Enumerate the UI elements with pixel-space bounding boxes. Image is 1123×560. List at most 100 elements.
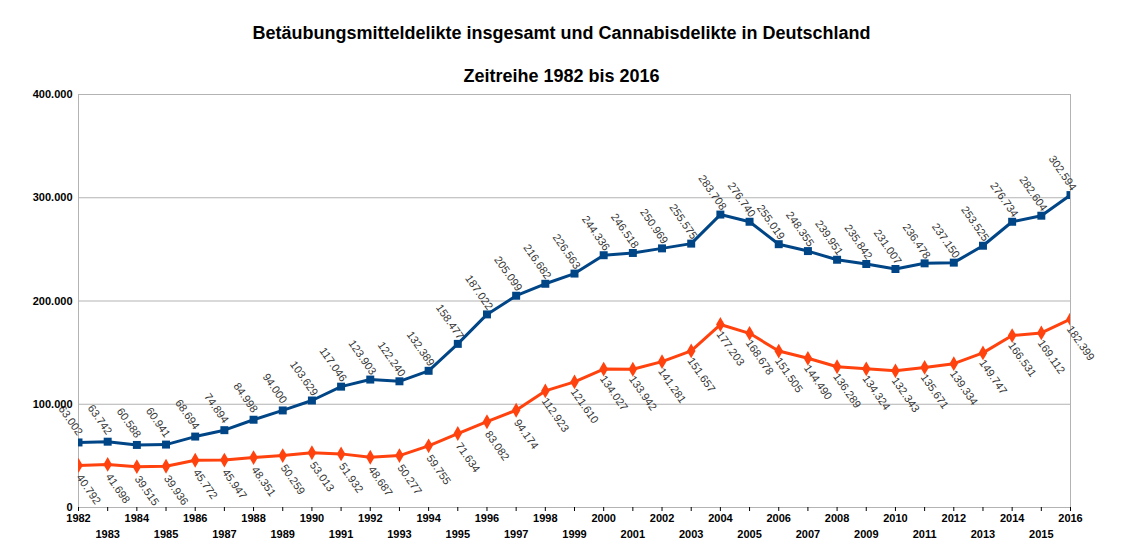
svg-text:121.610: 121.610 xyxy=(569,386,602,425)
svg-text:135.671: 135.671 xyxy=(919,371,952,410)
svg-text:39.936: 39.936 xyxy=(162,473,191,507)
svg-text:1984: 1984 xyxy=(125,512,150,524)
svg-text:63.742: 63.742 xyxy=(86,402,115,436)
svg-text:112.923: 112.923 xyxy=(540,395,572,434)
svg-text:149.747: 149.747 xyxy=(977,357,1010,396)
svg-text:2004: 2004 xyxy=(708,512,733,524)
svg-text:302.594: 302.594 xyxy=(1047,153,1080,192)
svg-text:41.698: 41.698 xyxy=(104,471,133,505)
svg-text:60.941: 60.941 xyxy=(144,405,173,439)
svg-text:1993: 1993 xyxy=(387,528,411,540)
svg-text:1990: 1990 xyxy=(300,512,324,524)
svg-text:68.694: 68.694 xyxy=(173,397,202,431)
svg-text:40.792: 40.792 xyxy=(74,472,103,506)
svg-text:276.734: 276.734 xyxy=(988,180,1021,219)
svg-text:182.399: 182.399 xyxy=(1065,323,1098,362)
svg-text:200.000: 200.000 xyxy=(33,295,73,307)
svg-text:2009: 2009 xyxy=(854,528,878,540)
svg-text:50.259: 50.259 xyxy=(279,462,308,496)
svg-text:48.687: 48.687 xyxy=(366,464,395,498)
svg-text:255.019: 255.019 xyxy=(755,202,788,241)
svg-text:151.657: 151.657 xyxy=(685,355,718,394)
svg-text:246.518: 246.518 xyxy=(609,211,642,250)
svg-text:1987: 1987 xyxy=(212,528,236,540)
svg-text:168.678: 168.678 xyxy=(744,337,777,376)
svg-text:94.174: 94.174 xyxy=(512,417,541,451)
svg-text:236.478: 236.478 xyxy=(901,221,934,260)
svg-text:132.389: 132.389 xyxy=(405,329,438,368)
svg-text:45.772: 45.772 xyxy=(191,467,220,501)
svg-text:1995: 1995 xyxy=(446,528,470,540)
svg-text:216.682: 216.682 xyxy=(521,242,554,281)
svg-text:1982: 1982 xyxy=(66,512,90,524)
svg-text:71.634: 71.634 xyxy=(454,440,483,474)
svg-text:2013: 2013 xyxy=(971,528,995,540)
svg-text:2001: 2001 xyxy=(621,528,645,540)
svg-text:2000: 2000 xyxy=(591,512,615,524)
svg-text:1985: 1985 xyxy=(154,528,178,540)
svg-text:2012: 2012 xyxy=(942,512,966,524)
svg-text:0: 0 xyxy=(66,501,72,513)
svg-text:134.324: 134.324 xyxy=(860,373,893,412)
svg-text:59.755: 59.755 xyxy=(424,452,453,486)
svg-text:2010: 2010 xyxy=(883,512,907,524)
svg-text:50.277: 50.277 xyxy=(395,462,424,496)
svg-text:1986: 1986 xyxy=(183,512,207,524)
svg-text:83.082: 83.082 xyxy=(483,428,512,462)
svg-text:300.000: 300.000 xyxy=(33,191,73,203)
svg-text:244.336: 244.336 xyxy=(580,213,613,252)
svg-text:74.894: 74.894 xyxy=(202,391,231,425)
svg-text:250.969: 250.969 xyxy=(638,206,671,245)
svg-text:283.708: 283.708 xyxy=(696,173,729,212)
svg-text:151.505: 151.505 xyxy=(773,355,806,394)
svg-text:1996: 1996 xyxy=(475,512,499,524)
svg-text:133.942: 133.942 xyxy=(627,373,660,412)
svg-text:239.951: 239.951 xyxy=(813,218,846,257)
svg-text:1992: 1992 xyxy=(358,512,382,524)
svg-text:282.604: 282.604 xyxy=(1017,174,1050,213)
svg-text:2005: 2005 xyxy=(737,528,761,540)
svg-text:276.740: 276.740 xyxy=(726,180,759,219)
svg-text:45.947: 45.947 xyxy=(220,467,249,501)
svg-text:51.932: 51.932 xyxy=(337,460,366,494)
svg-text:1988: 1988 xyxy=(241,512,265,524)
svg-text:166.531: 166.531 xyxy=(1006,340,1039,379)
svg-text:94.000: 94.000 xyxy=(261,371,290,405)
svg-text:139.334: 139.334 xyxy=(948,368,981,407)
svg-text:122.240: 122.240 xyxy=(376,339,409,378)
svg-text:158.477: 158.477 xyxy=(434,302,467,341)
svg-text:177.203: 177.203 xyxy=(714,329,747,368)
svg-text:2008: 2008 xyxy=(825,512,849,524)
svg-text:100.000: 100.000 xyxy=(33,398,73,410)
svg-text:48.351: 48.351 xyxy=(249,464,278,498)
svg-text:39.515: 39.515 xyxy=(133,473,162,507)
svg-text:226.563: 226.563 xyxy=(551,232,584,271)
svg-text:169.112: 169.112 xyxy=(1036,337,1068,376)
svg-text:400.000: 400.000 xyxy=(33,88,73,100)
svg-text:255.575: 255.575 xyxy=(667,202,700,241)
svg-text:1983: 1983 xyxy=(95,528,119,540)
svg-text:187.022: 187.022 xyxy=(463,272,496,311)
svg-text:1994: 1994 xyxy=(416,512,441,524)
svg-text:103.629: 103.629 xyxy=(288,358,321,397)
svg-text:1991: 1991 xyxy=(329,528,353,540)
svg-text:253.525: 253.525 xyxy=(959,204,992,243)
svg-text:144.490: 144.490 xyxy=(802,362,835,401)
svg-text:84.998: 84.998 xyxy=(231,380,260,414)
svg-text:117.046: 117.046 xyxy=(317,345,349,384)
svg-text:2015: 2015 xyxy=(1029,528,1053,540)
svg-text:53.013: 53.013 xyxy=(308,459,337,493)
svg-text:235.842: 235.842 xyxy=(842,222,875,261)
svg-text:1998: 1998 xyxy=(533,512,557,524)
svg-text:136.289: 136.289 xyxy=(831,371,864,410)
svg-text:141.281: 141.281 xyxy=(656,366,689,405)
svg-text:2016: 2016 xyxy=(1058,512,1082,524)
svg-text:2007: 2007 xyxy=(796,528,820,540)
svg-text:248.355: 248.355 xyxy=(784,209,817,248)
svg-text:60.588: 60.588 xyxy=(115,405,144,439)
svg-text:1999: 1999 xyxy=(562,528,586,540)
svg-text:1989: 1989 xyxy=(270,528,294,540)
svg-text:2014: 2014 xyxy=(1000,512,1025,524)
svg-text:123.903: 123.903 xyxy=(346,338,379,377)
svg-text:2003: 2003 xyxy=(679,528,703,540)
